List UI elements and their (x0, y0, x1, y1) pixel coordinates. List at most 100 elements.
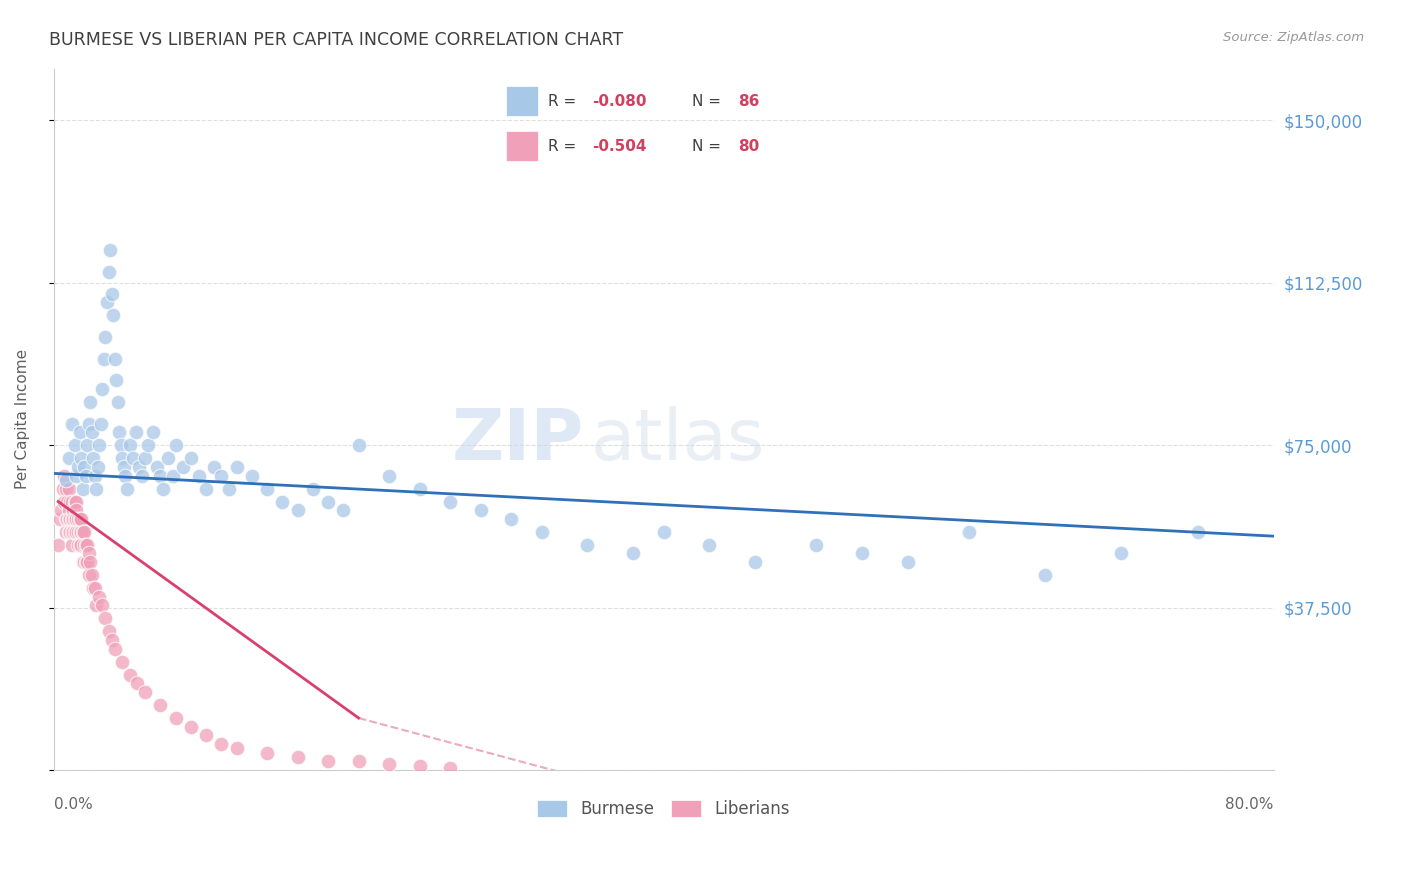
Point (86, 482, 108, 496)
Point (60, 417, 83, 431)
Text: N =: N = (692, 139, 727, 153)
Point (75, 555, 97, 569)
Text: -0.080: -0.080 (592, 94, 647, 109)
Point (115, 482, 138, 496)
Point (256, 482, 278, 496)
Y-axis label: Per Capita Income: Per Capita Income (15, 349, 30, 490)
Point (104, 351, 127, 366)
Point (83, 468, 105, 483)
Point (127, 676, 149, 690)
Point (70, 538, 93, 552)
Point (97, 624, 120, 639)
Point (806, 538, 828, 552)
Point (59, 524, 82, 539)
Point (225, 741, 247, 756)
Point (378, 468, 401, 483)
Point (271, 494, 294, 508)
Point (77, 417, 100, 431)
Point (56, 494, 79, 508)
Point (65, 512, 87, 526)
Point (70, 451, 93, 466)
Point (104, 641, 127, 656)
Point (202, 459, 225, 474)
Text: 80.0%: 80.0% (1226, 797, 1274, 812)
Point (576, 538, 599, 552)
Point (60, 494, 83, 508)
Point (89, 438, 111, 452)
Point (69, 425, 91, 440)
Point (59, 512, 82, 526)
Point (89, 590, 111, 604)
Point (79, 555, 101, 569)
Point (65, 503, 87, 517)
Point (59, 494, 82, 508)
Point (53, 468, 76, 483)
Point (180, 720, 202, 734)
Point (72, 482, 94, 496)
Point (63, 524, 86, 539)
Point (128, 459, 150, 474)
Point (58, 524, 80, 539)
Point (142, 425, 165, 440)
Bar (506, 131, 537, 161)
Point (347, 438, 370, 452)
Point (744, 555, 766, 569)
Point (73, 524, 96, 539)
Point (621, 547, 644, 561)
Point (851, 547, 873, 561)
Point (79, 395, 101, 409)
Text: 80: 80 (738, 139, 759, 153)
Point (152, 482, 174, 496)
Point (316, 755, 339, 769)
Point (52, 482, 75, 496)
Point (69, 524, 91, 539)
Point (136, 438, 159, 452)
Point (101, 309, 124, 323)
Point (48, 512, 70, 526)
Point (63, 494, 86, 508)
Legend: Burmese, Liberians: Burmese, Liberians (530, 793, 797, 825)
Text: Source: ZipAtlas.com: Source: ZipAtlas.com (1223, 31, 1364, 45)
Point (83, 581, 105, 595)
Point (105, 373, 128, 387)
Point (218, 482, 240, 496)
Point (80, 425, 103, 440)
Point (134, 685, 156, 699)
Point (162, 468, 184, 483)
Point (897, 555, 920, 569)
Point (58, 503, 80, 517)
Point (69, 538, 91, 552)
Text: 86: 86 (738, 94, 759, 109)
Point (66, 538, 89, 552)
Point (55, 512, 77, 526)
Point (60, 524, 83, 539)
Point (82, 451, 104, 466)
Point (63, 512, 86, 526)
Point (66, 512, 89, 526)
Point (107, 395, 129, 409)
Point (165, 438, 187, 452)
Point (652, 524, 675, 539)
Point (63, 438, 86, 452)
Point (65, 494, 87, 508)
Point (156, 451, 179, 466)
Point (110, 438, 132, 452)
Point (316, 494, 339, 508)
Point (118, 667, 141, 681)
Point (76, 555, 98, 569)
Point (56, 512, 79, 526)
Point (51, 503, 73, 517)
Point (439, 494, 461, 508)
Point (82, 581, 104, 595)
Point (90, 417, 112, 431)
Point (1109, 547, 1132, 561)
Text: N =: N = (692, 94, 727, 109)
Point (378, 756, 401, 771)
Point (91, 382, 114, 396)
Point (408, 758, 430, 772)
Point (73, 459, 96, 474)
Point (111, 451, 134, 466)
Point (1187, 524, 1209, 539)
Point (108, 425, 131, 440)
Point (94, 330, 117, 344)
